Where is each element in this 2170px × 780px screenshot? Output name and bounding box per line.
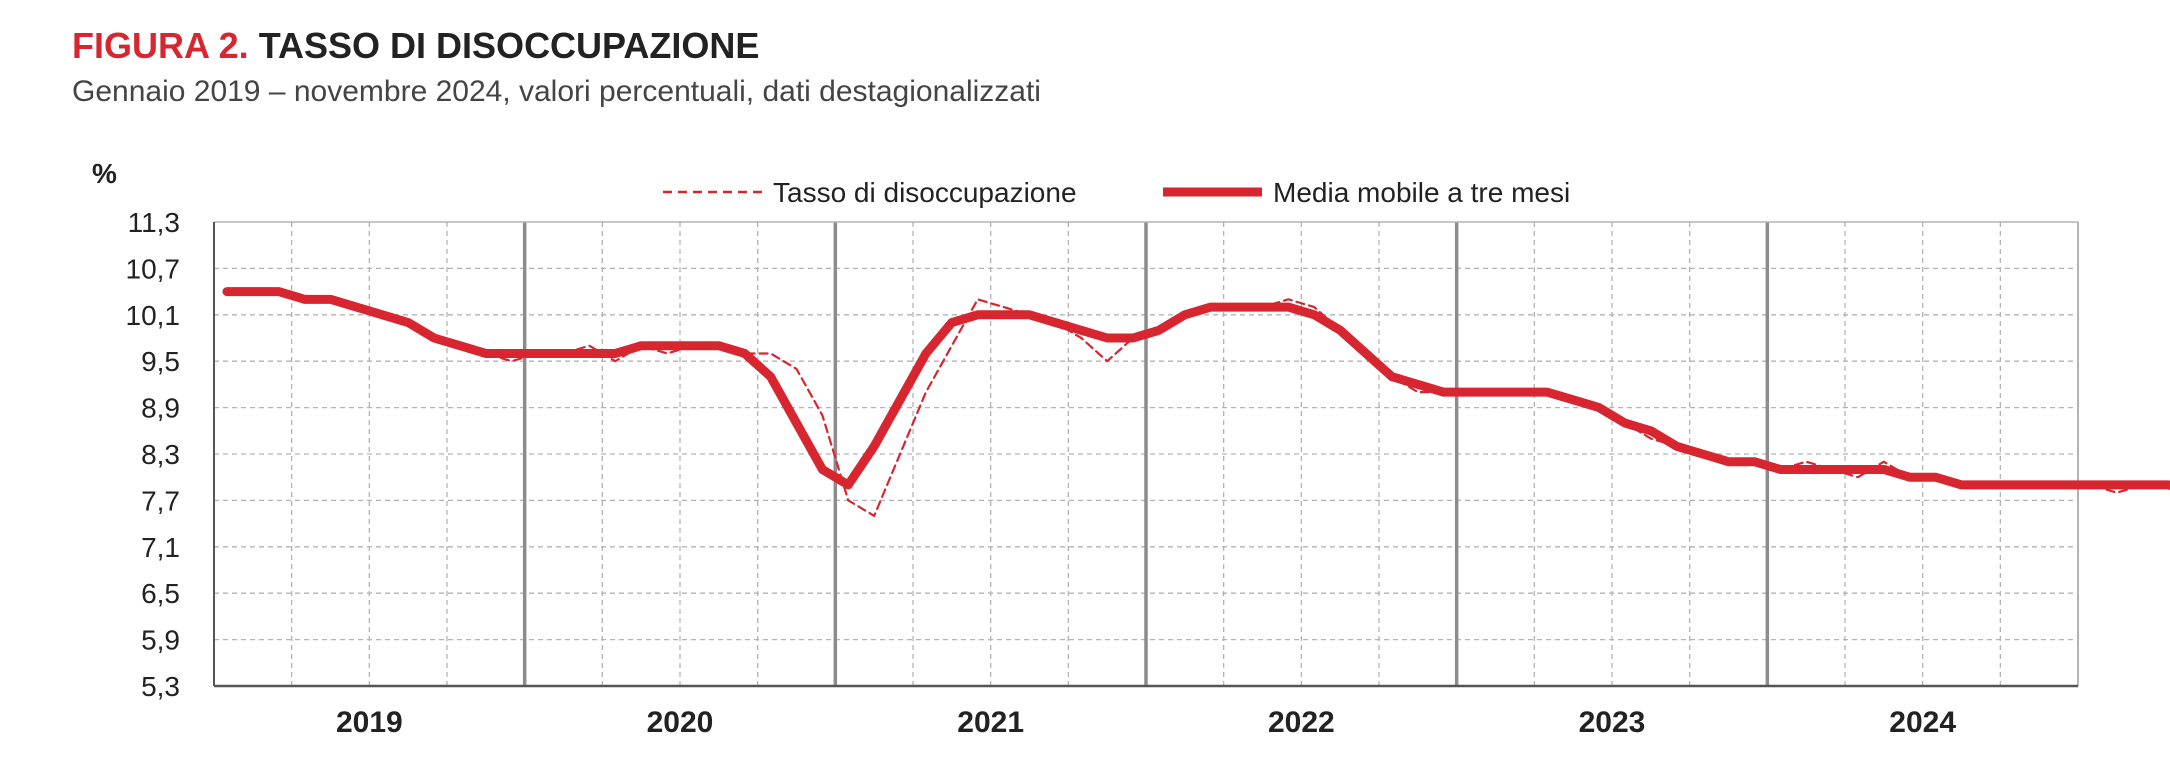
legend: Tasso di disoccupazione Media mobile a t…	[663, 177, 1570, 208]
x-tick-label-year: 2023	[1579, 706, 1646, 739]
figure-label: FIGURA 2.	[72, 25, 249, 66]
x-tick-label-year: 2022	[1268, 706, 1335, 739]
y-tick-label: 5,3	[141, 671, 180, 702]
y-tick-label: 11,3	[128, 207, 180, 238]
y-tick-label: 7,7	[141, 485, 180, 516]
y-tick-label: 10,7	[126, 253, 181, 284]
figure-title: FIGURA 2. TASSO DI DISOCCUPAZIONE	[72, 22, 2072, 70]
series-line-moving-average	[222, 287, 2170, 491]
x-tick-label-year: 2019	[336, 706, 403, 739]
figure-header: FIGURA 2. TASSO DI DISOCCUPAZIONE Gennai…	[72, 22, 2072, 112]
x-tick-label-year: 2024	[1889, 706, 1956, 739]
y-tick-label: 7,1	[141, 532, 180, 563]
legend-label-rate: Tasso di disoccupazione	[773, 177, 1077, 208]
y-axis-unit-label: %	[92, 158, 117, 189]
y-tick-label: 6,5	[141, 578, 180, 609]
y-tick-label: 5,9	[141, 625, 180, 656]
grid	[214, 222, 2078, 686]
figure-subtitle: Gennaio 2019 – novembre 2024, valori per…	[72, 75, 1041, 108]
series	[222, 287, 2170, 517]
axes	[213, 221, 2079, 688]
tick-labels: 11,3 10,7 10,1 9,5 8,9 8,3 7,7 7,1 6,5 5,9 5,3 2019…	[126, 207, 1957, 739]
y-tick-label: 9,5	[141, 346, 180, 377]
y-tick-label: 8,9	[141, 393, 180, 424]
legend-label-moving-average: Media mobile a tre mesi	[1273, 177, 1570, 208]
x-tick-label-year: 2021	[957, 706, 1024, 739]
y-tick-label: 8,3	[141, 439, 180, 470]
y-tick-label: 10,1	[126, 300, 181, 331]
x-tick-label-year: 2020	[647, 706, 714, 739]
figure-title-text: TASSO DI DISOCCUPAZIONE	[258, 25, 760, 66]
